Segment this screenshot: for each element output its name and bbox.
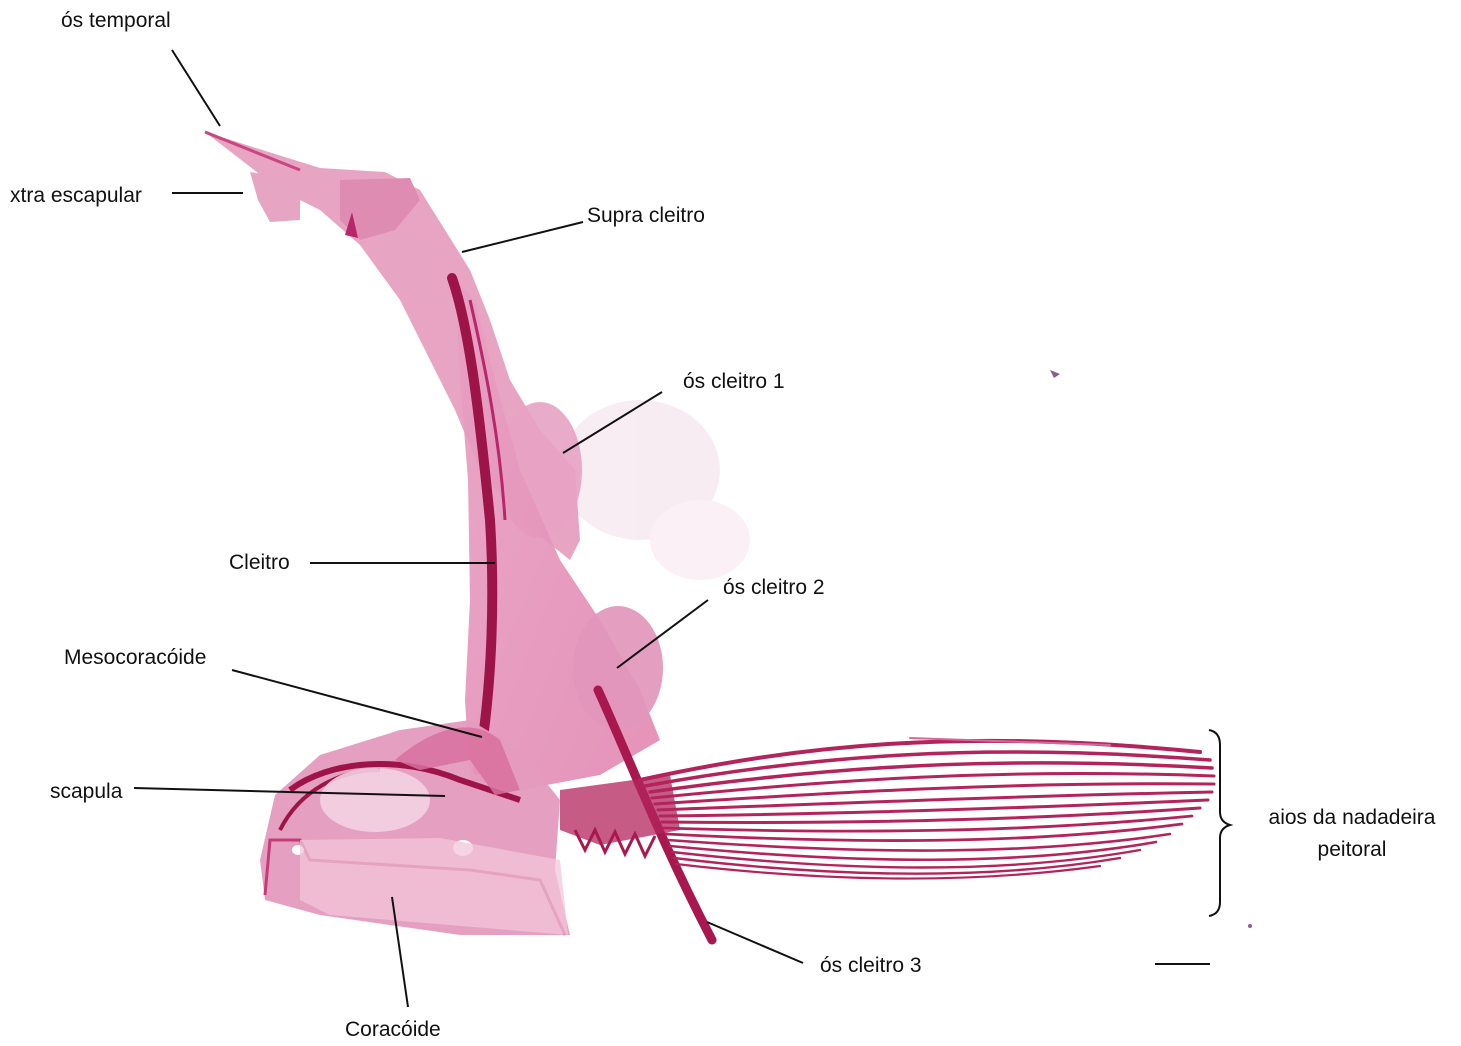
label-os-cleitro-3: ós cleitro 3 bbox=[820, 954, 922, 977]
fin-rays bbox=[638, 737, 1216, 880]
label-fin-rays-line2: peitoral bbox=[1317, 838, 1387, 861]
label-supra-cleitro: Supra cleitro bbox=[587, 204, 705, 227]
leader-lines bbox=[133, 49, 1234, 1008]
label-coracoide: Coracóide bbox=[345, 1018, 441, 1041]
mesocoracoid-shape bbox=[395, 727, 520, 795]
label-os-cleitro-1: ós cleitro 1 bbox=[683, 370, 785, 393]
background-stain bbox=[560, 400, 750, 580]
label-os-temporal: ós temporal bbox=[61, 9, 171, 32]
debris-marks bbox=[1050, 370, 1252, 928]
label-mesocoracoide: Mesocoracóide bbox=[64, 646, 207, 669]
label-scapula: scapula bbox=[50, 780, 123, 803]
label-cleitro: Cleitro bbox=[229, 551, 290, 574]
label-fin-rays-line1: aios da nadadeira bbox=[1268, 806, 1436, 829]
label-fin-rays: aios da nadadeira peitoral bbox=[1256, 807, 1448, 860]
label-os-cleitro-2: ós cleitro 2 bbox=[723, 576, 825, 599]
label-extra-escapular: xtra escapular bbox=[10, 184, 142, 207]
